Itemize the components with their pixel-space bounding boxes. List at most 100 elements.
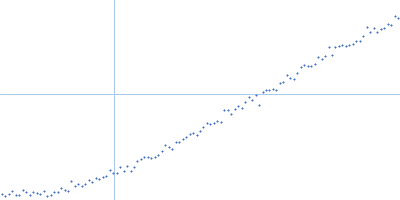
Point xyxy=(391,14,398,18)
Point xyxy=(332,46,339,49)
Point xyxy=(193,134,200,137)
Point xyxy=(374,31,380,34)
Point xyxy=(350,43,356,46)
Point xyxy=(72,184,78,187)
Point xyxy=(166,145,172,149)
Point xyxy=(134,160,141,163)
Point xyxy=(252,93,259,97)
Point xyxy=(273,88,280,92)
Point xyxy=(384,22,391,25)
Point xyxy=(169,147,176,150)
Point xyxy=(263,88,269,91)
Point xyxy=(180,138,186,141)
Point xyxy=(124,164,130,167)
Point xyxy=(61,188,68,191)
Point xyxy=(336,44,342,47)
Point xyxy=(235,105,242,108)
Point xyxy=(190,131,196,134)
Point xyxy=(249,98,255,102)
Point xyxy=(238,106,245,110)
Point xyxy=(346,43,352,47)
Point xyxy=(339,44,346,47)
Point xyxy=(312,63,318,66)
Point xyxy=(117,165,123,169)
Point xyxy=(54,190,61,193)
Point xyxy=(89,180,96,183)
Point xyxy=(6,192,12,195)
Point xyxy=(270,88,276,91)
Point xyxy=(381,26,387,29)
Point xyxy=(256,103,262,107)
Point xyxy=(204,122,210,125)
Point xyxy=(141,155,148,158)
Point xyxy=(23,190,30,193)
Point xyxy=(2,194,9,197)
Point xyxy=(106,168,113,171)
Point xyxy=(51,190,57,193)
Point xyxy=(277,81,283,84)
Point xyxy=(16,193,22,197)
Point xyxy=(13,194,19,197)
Point xyxy=(214,119,220,123)
Point xyxy=(26,193,33,197)
Point xyxy=(370,27,377,30)
Point xyxy=(218,120,224,123)
Point xyxy=(103,174,110,177)
Point xyxy=(298,65,304,69)
Point xyxy=(92,177,99,180)
Point xyxy=(127,169,134,172)
Point xyxy=(96,177,102,180)
Point xyxy=(120,169,127,173)
Point xyxy=(79,184,85,188)
Point xyxy=(176,140,182,143)
Point xyxy=(207,123,214,126)
Point xyxy=(322,55,328,58)
Point xyxy=(0,193,5,196)
Point xyxy=(353,39,360,42)
Point xyxy=(246,95,252,99)
Point xyxy=(395,16,400,19)
Point xyxy=(110,172,116,175)
Point xyxy=(158,149,165,153)
Point xyxy=(100,175,106,178)
Point xyxy=(294,72,300,75)
Point xyxy=(284,73,290,76)
Point xyxy=(287,76,294,80)
Point xyxy=(301,64,308,67)
Point xyxy=(30,190,36,193)
Point xyxy=(318,58,325,61)
Point xyxy=(86,179,92,182)
Point xyxy=(65,189,71,192)
Point xyxy=(186,133,193,136)
Point xyxy=(259,90,266,94)
Point xyxy=(40,190,47,193)
Point xyxy=(197,130,203,133)
Point xyxy=(131,165,137,168)
Point xyxy=(138,158,144,161)
Point xyxy=(75,182,82,185)
Point xyxy=(44,194,50,198)
Point xyxy=(155,154,162,157)
Point xyxy=(183,135,189,138)
Point xyxy=(211,121,217,124)
Point xyxy=(114,172,120,175)
Point xyxy=(242,100,248,103)
Point xyxy=(152,156,158,159)
Point xyxy=(266,88,273,91)
Point xyxy=(162,143,168,146)
Point xyxy=(290,77,297,81)
Point xyxy=(388,23,394,26)
Point xyxy=(308,64,314,68)
Point xyxy=(228,112,234,115)
Point xyxy=(280,80,286,83)
Point xyxy=(58,186,64,189)
Point xyxy=(356,39,363,42)
Point xyxy=(232,107,238,111)
Point xyxy=(325,46,332,49)
Point xyxy=(367,30,374,33)
Point xyxy=(329,54,335,57)
Point xyxy=(9,189,16,193)
Point xyxy=(20,189,26,192)
Point xyxy=(200,125,207,128)
Point xyxy=(224,108,231,111)
